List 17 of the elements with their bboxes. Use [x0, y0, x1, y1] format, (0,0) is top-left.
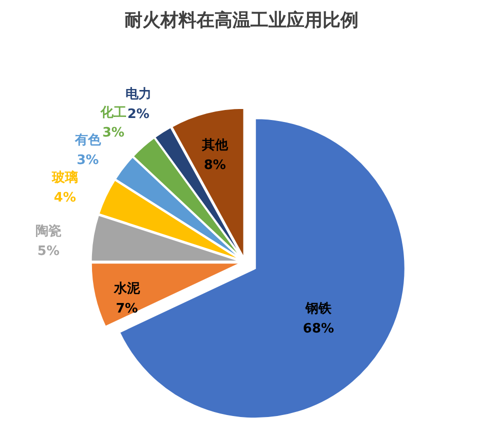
slice-label: 化工: [99, 106, 126, 121]
chart-title: 耐火材料在高温工业应用比例: [124, 10, 358, 31]
slice-label: 钢铁: [304, 302, 332, 317]
data-label: 7%: [116, 301, 138, 316]
slice-label: 玻璃: [50, 169, 78, 186]
data-label: 3%: [76, 153, 99, 168]
slice-label: 有色: [74, 133, 102, 148]
data-label: 2%: [127, 106, 150, 122]
data-label: 5%: [37, 244, 60, 259]
data-label: 3%: [102, 126, 124, 141]
data-label: 8%: [204, 158, 226, 173]
data-label: 4%: [54, 190, 76, 206]
slice-label: 电力: [125, 86, 152, 102]
slice-label: 水泥: [112, 281, 141, 296]
slice-label: 陶瓷: [35, 224, 62, 239]
slice-label: 其他: [200, 138, 229, 153]
data-label: 68%: [302, 322, 334, 337]
